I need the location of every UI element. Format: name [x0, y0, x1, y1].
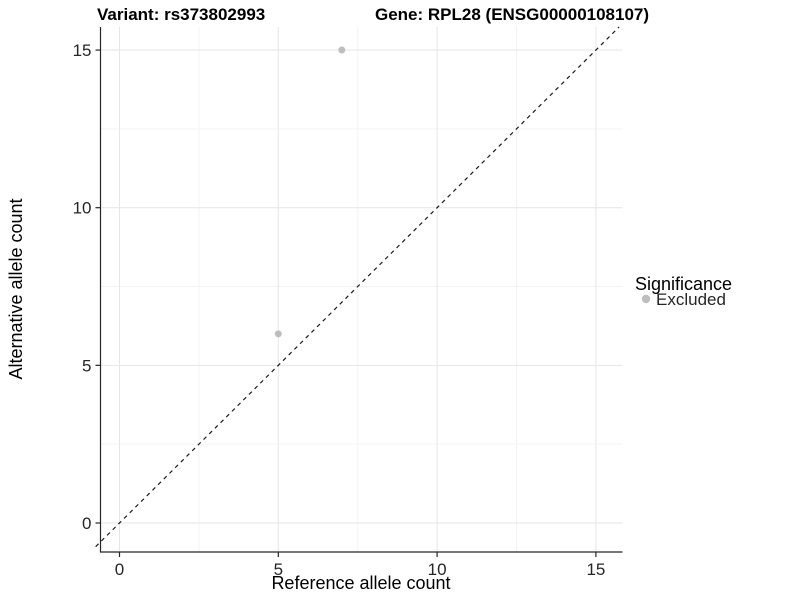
svg-text:0: 0 — [82, 514, 91, 533]
legend-point-icon — [641, 294, 651, 304]
svg-text:10: 10 — [428, 560, 447, 579]
axis-tick-labels: 0 5 10 15 0 5 10 15 — [73, 41, 606, 579]
y-axis-title: Alternative allele count — [6, 198, 26, 379]
x-axis-title: Reference allele count — [271, 573, 450, 593]
svg-text:5: 5 — [82, 356, 91, 375]
data-points — [274, 46, 346, 338]
plot-title-variant: Variant: rs373802993 — [97, 5, 265, 24]
legend-item-label: Excluded — [656, 290, 726, 309]
svg-text:15: 15 — [586, 560, 605, 579]
plot-title-gene: Gene: RPL28 (ENSG00000108107) — [375, 5, 649, 24]
svg-text:10: 10 — [73, 199, 92, 218]
svg-text:15: 15 — [73, 41, 92, 60]
legend: Significance Excluded — [635, 274, 732, 309]
legend-title: Significance — [635, 274, 732, 294]
minor-gridlines — [100, 27, 623, 552]
svg-text:0: 0 — [115, 560, 124, 579]
identity-dashed-line — [95, 26, 620, 548]
svg-text:5: 5 — [274, 560, 283, 579]
major-gridlines — [100, 27, 623, 552]
axis-tick-marks — [95, 49, 597, 557]
